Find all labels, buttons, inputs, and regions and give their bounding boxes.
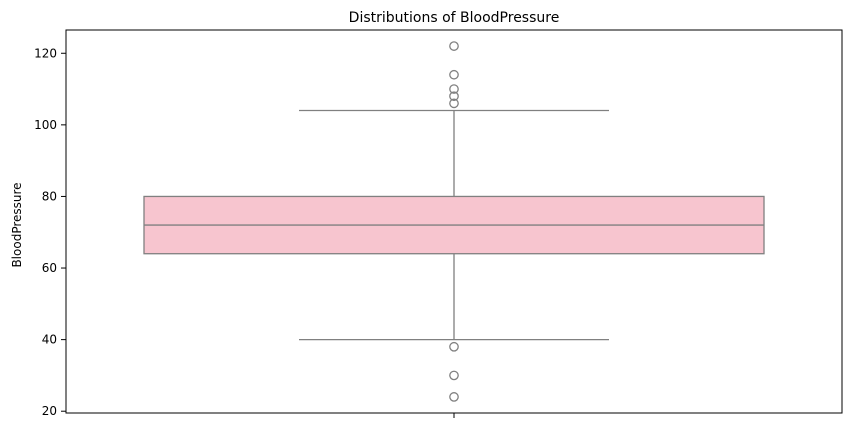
- outlier-point: [449, 392, 459, 402]
- y-tick-label: 60: [42, 261, 57, 275]
- plot-frame: [65, 29, 843, 414]
- y-axis-label: BloodPressure: [10, 182, 24, 267]
- outlier-point: [449, 69, 459, 80]
- y-tick-label: 20: [42, 404, 57, 418]
- plot-area: 20 40 60 80 100 120: [34, 41, 765, 418]
- y-tick-label: 80: [42, 189, 57, 203]
- y-tick-label: 100: [34, 118, 57, 132]
- outlier-point: [449, 98, 459, 109]
- outlier-point: [449, 84, 459, 94]
- outlier-point: [449, 41, 459, 51]
- outlier-point: [449, 341, 459, 352]
- outlier-point: [449, 91, 459, 102]
- chart-title: Distributions of BloodPressure: [349, 10, 560, 26]
- y-tick-label: 40: [42, 333, 57, 347]
- y-tick-label: 120: [34, 46, 57, 60]
- outlier-point: [449, 370, 459, 381]
